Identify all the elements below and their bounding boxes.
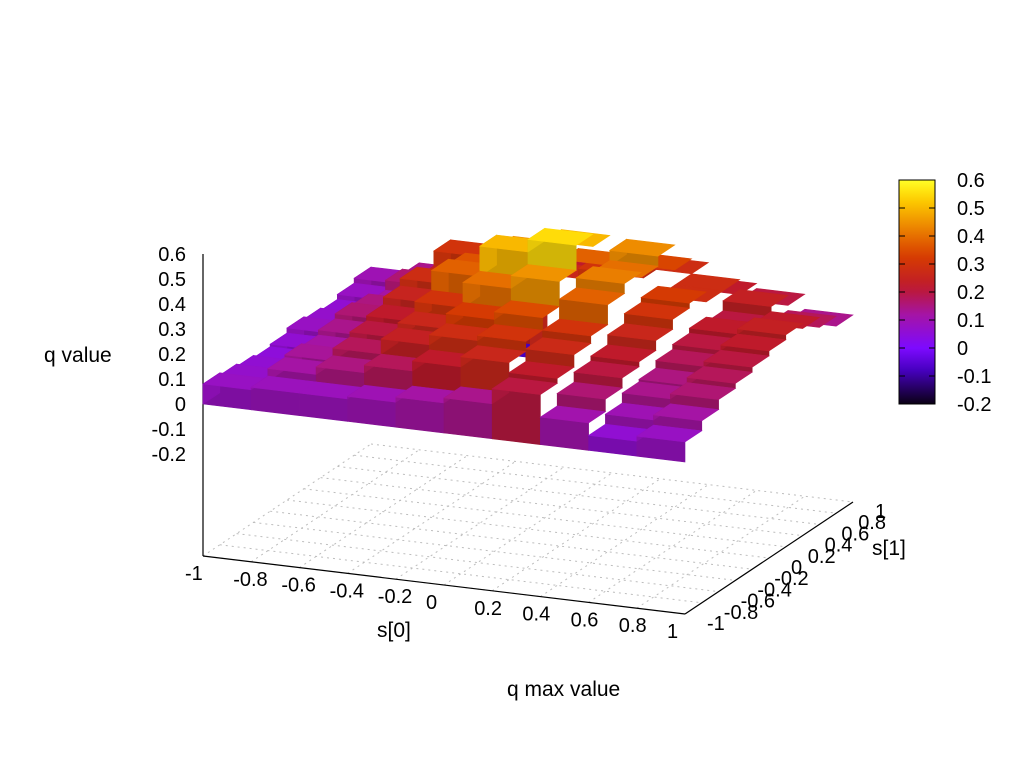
x-tick-label: -0.4 xyxy=(330,580,364,602)
surface-cell xyxy=(703,349,770,368)
surface-cell xyxy=(510,264,578,282)
colorbar: -0.2 -0.1 0 0.1 0.2 0.3 0.4 0.5 0.6 xyxy=(898,170,991,416)
x-tick-label: 0.6 xyxy=(571,609,599,631)
x-axis-label: s[0] xyxy=(377,619,411,642)
grid-line-x xyxy=(636,495,806,609)
x-tick-label: -0.8 xyxy=(233,569,267,591)
y-tick-label: 0.6 xyxy=(841,523,869,545)
z-tick-label: 0.2 xyxy=(158,344,186,366)
surface-cell xyxy=(640,285,708,304)
y-tick-label: 0 xyxy=(791,557,802,579)
surface-cell xyxy=(459,345,527,363)
grid-line-x xyxy=(491,478,661,592)
chart-title: q max value xyxy=(507,678,620,701)
x-tick-label: 0.4 xyxy=(522,604,550,626)
surface-cell xyxy=(476,324,544,342)
surface-cell xyxy=(608,238,676,257)
grid-line-x xyxy=(540,484,709,598)
surface-cell xyxy=(606,323,674,341)
surface-cell xyxy=(491,377,559,395)
z-tick-label: 0.1 xyxy=(158,369,186,391)
y-tick-label: -1 xyxy=(707,613,725,635)
grid-line-x xyxy=(588,489,757,603)
tick-labels: -1 -0.8 -0.6 -0.4 -0.2 0 0.2 0.4 0.6 0.8 1 -1-0.8-0… xyxy=(152,244,887,643)
surface-cell xyxy=(508,361,575,379)
grid-line-x xyxy=(347,460,516,574)
surface-cell xyxy=(493,300,561,319)
surface-wall-front xyxy=(395,396,445,434)
y-tick-label: 0.4 xyxy=(825,535,853,557)
x-tick-label: 0.8 xyxy=(619,615,647,637)
surface-cell xyxy=(736,317,804,336)
z-tick-label: 0.4 xyxy=(158,294,186,316)
x-tick-label: -1 xyxy=(185,563,203,585)
colorbar-tick-label: -0.2 xyxy=(957,394,991,416)
grid-line-x xyxy=(202,443,372,557)
surface-cell xyxy=(623,302,691,320)
grid-line-y xyxy=(286,499,770,559)
grid-line-y xyxy=(337,465,820,525)
colorbar-tick-label: 0.6 xyxy=(957,170,985,192)
grid-line-x xyxy=(250,449,420,563)
colorbar-tick-label: 0.5 xyxy=(957,198,985,220)
colorbar-tick-label: 0.3 xyxy=(957,254,985,276)
grid-line-x xyxy=(443,472,613,586)
z-tick-label: 0.5 xyxy=(158,269,186,291)
surface-cell xyxy=(539,405,607,424)
surface-cell xyxy=(558,287,626,306)
y-axis-label: s[1] xyxy=(872,537,906,560)
z-tick-label: 0.3 xyxy=(158,319,186,341)
surface-cell xyxy=(573,360,640,379)
z-tick-label: 0 xyxy=(175,394,186,416)
grid-line-x xyxy=(299,455,468,569)
surface-cell xyxy=(589,344,657,363)
grid-line-y xyxy=(320,477,803,537)
y-tick-label: 0.8 xyxy=(858,512,886,534)
grid-line-y xyxy=(270,510,753,570)
y-axis-line xyxy=(684,501,854,615)
surface xyxy=(202,227,854,463)
surface-cell xyxy=(556,381,624,400)
z-tick-label: 0.6 xyxy=(158,244,186,266)
z-tick-label: -0.1 xyxy=(152,419,186,441)
surface-cell xyxy=(652,403,720,422)
colorbar-tick-label: 0.4 xyxy=(957,226,985,248)
y-tick-label: -0.6 xyxy=(741,591,775,613)
z-tick-label: -0.2 xyxy=(152,444,186,466)
colorbar-tick-label: 0 xyxy=(957,338,968,360)
surface-cell xyxy=(527,227,594,246)
surface-cell xyxy=(686,366,754,384)
surface-wall-front xyxy=(443,397,493,440)
surface-cell xyxy=(575,266,643,284)
x-tick-label: 0 xyxy=(426,592,437,614)
x-tick-label: 1 xyxy=(667,621,678,643)
surface-cell xyxy=(635,424,703,443)
surface-cell xyxy=(524,337,592,356)
y-tick-label: -0.2 xyxy=(774,568,808,590)
surface-cell xyxy=(719,333,787,352)
colorbar-tick-label: -0.1 xyxy=(957,366,991,388)
y-tick-label: 1 xyxy=(875,501,886,523)
surface-cell xyxy=(722,289,789,307)
x-tick-label: 0.2 xyxy=(474,598,502,620)
surface-cell xyxy=(669,382,737,400)
y-tick-label: 0.2 xyxy=(808,546,836,568)
grid-line-x xyxy=(395,466,565,580)
z-axis-label: q value xyxy=(44,344,112,367)
colorbar-tick-label: 0.1 xyxy=(957,310,985,332)
y-tick-label: -0.4 xyxy=(757,579,791,601)
x-axis-line xyxy=(202,555,686,615)
y-tick-label: -0.8 xyxy=(724,602,758,624)
surface-cell xyxy=(541,318,609,337)
axes xyxy=(202,254,854,615)
x-tick-label: -0.6 xyxy=(281,575,315,597)
x-tick-label: -0.2 xyxy=(378,586,412,608)
colorbar-tick-label: 0.2 xyxy=(957,282,985,304)
